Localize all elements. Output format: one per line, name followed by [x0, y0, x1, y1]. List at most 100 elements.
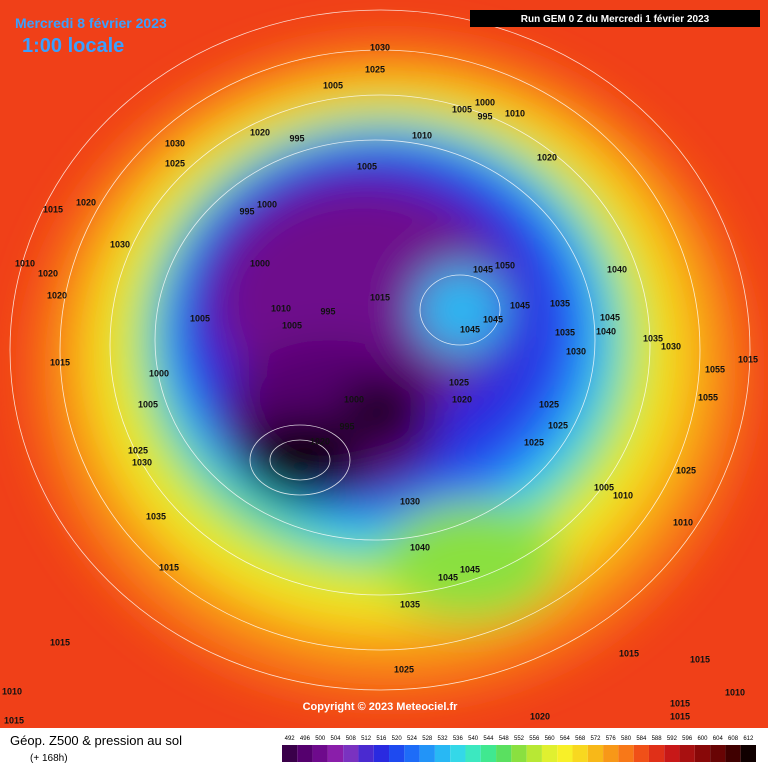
isobar-label: 1045 — [460, 564, 480, 574]
isobar-label: 1010 — [725, 687, 745, 697]
isobar-label: 1030 — [566, 346, 586, 356]
scale-swatch — [511, 745, 527, 762]
isobar-label: 1015 — [690, 654, 710, 664]
scale-label: 572 — [590, 736, 601, 742]
isobar-label: 1015 — [738, 354, 758, 364]
isobar-label: 1005 — [323, 80, 343, 90]
isobar-label: 1035 — [146, 511, 166, 521]
isobar-label: 1000 — [475, 97, 495, 107]
isobar-label: 1020 — [47, 290, 67, 300]
isobar-label: 1025 — [365, 64, 385, 74]
isobar-label: 1015 — [50, 637, 70, 647]
scale-label: 552 — [514, 736, 525, 742]
isobar-label: 1025 — [539, 399, 559, 409]
scale-label: 520 — [392, 736, 403, 742]
isobar-label: 1040 — [596, 326, 616, 336]
isobar-label: 1040 — [410, 542, 430, 552]
isobar-label: 1000 — [257, 199, 277, 209]
isobar-label: 995 — [239, 206, 254, 216]
isobar-label: 1025 — [676, 465, 696, 475]
isobar-label: 1010 — [15, 258, 35, 268]
scale-label: 604 — [713, 736, 724, 742]
run-label: Run GEM 0 Z du Mercredi 1 février 2023 — [521, 14, 710, 25]
isobar-label: 1005 — [357, 161, 377, 171]
scale-swatch — [282, 745, 298, 762]
isobar-label: 1010 — [2, 686, 22, 696]
scale-swatch — [725, 745, 741, 762]
scale-swatch — [664, 745, 680, 762]
scale-label: 580 — [621, 736, 632, 742]
scale-label: 532 — [438, 736, 449, 742]
scale-swatch — [480, 745, 497, 762]
scale-swatch — [450, 745, 466, 762]
scale-label: 596 — [682, 736, 693, 742]
scale-swatch — [358, 745, 374, 762]
color-scale: 492 496 500 504 508 512 516 520 524 528 532 536 540 5… — [282, 736, 756, 762]
isobar-label: 1025 — [449, 377, 469, 387]
scale-label: 568 — [575, 736, 586, 742]
isobar-label: 1030 — [370, 42, 390, 52]
scale-swatch — [633, 745, 649, 762]
scale-swatch — [465, 745, 481, 762]
scale-swatch — [312, 745, 328, 762]
isobar-label: 1020 — [452, 394, 472, 404]
legend-lead: (+ 168h) — [30, 753, 68, 764]
isobar-label: 1005 — [190, 313, 210, 323]
scale-swatch — [618, 745, 634, 762]
scale-swatch — [679, 745, 695, 762]
isobar-label: 995 — [289, 133, 304, 143]
scale-swatch — [572, 745, 588, 762]
scale-swatch — [404, 745, 420, 762]
scale-swatch — [740, 745, 756, 762]
isobar-label: 1045 — [600, 312, 620, 322]
scale-swatch — [389, 745, 405, 762]
isobar-label: 1015 — [670, 711, 690, 721]
isobar-label: 1010 — [673, 517, 693, 527]
scale-label: 556 — [529, 736, 540, 742]
isobar-label: 1055 — [698, 392, 718, 402]
scale-swatch — [541, 745, 558, 762]
isobar-label: 1040 — [607, 264, 627, 274]
scale-swatch — [434, 745, 451, 762]
scale-label: 548 — [499, 736, 510, 742]
scale-label: 608 — [728, 736, 739, 742]
isobar-label: 1015 — [50, 357, 70, 367]
scale-label: 612 — [743, 736, 754, 742]
scale-label: 544 — [483, 736, 494, 742]
isobar-label: 1010 — [412, 130, 432, 140]
scale-label: 516 — [376, 736, 387, 742]
scale-label: 536 — [453, 736, 464, 742]
scale-label: 504 — [331, 736, 342, 742]
field — [0, 0, 768, 728]
time: 1:00 locale — [22, 35, 124, 57]
scale-label: 592 — [667, 736, 678, 742]
scale-swatch — [419, 745, 435, 762]
isobar-label: 1000 — [149, 368, 169, 378]
isobar-label: 1015 — [619, 648, 639, 658]
isobar-label: 1035 — [400, 599, 420, 609]
isobar-label: 1035 — [643, 333, 663, 343]
scale-label: 524 — [407, 736, 418, 742]
scale-swatch — [587, 745, 604, 762]
scale-label: 528 — [422, 736, 433, 742]
isobar-label: 1000 — [250, 258, 270, 268]
isobar-label: 1035 — [550, 298, 570, 308]
isobar-label: 1020 — [530, 711, 550, 721]
isobar-label: 1050 — [495, 260, 515, 270]
isobar-label: 1015 — [4, 715, 24, 725]
isobar-label: 1000 — [344, 394, 364, 404]
isobar-label: 1035 — [555, 327, 575, 337]
isobar-label: 1015 — [370, 292, 390, 302]
scale-swatch — [557, 745, 573, 762]
scale-swatch — [603, 745, 619, 762]
scale-swatch — [297, 745, 313, 762]
isobar-label: 1030 — [132, 457, 152, 467]
scale-label: 512 — [361, 736, 372, 742]
isobar-label: 1005 — [452, 104, 472, 114]
isobar-label: 1025 — [524, 437, 544, 447]
isobar-label: 1010 — [271, 303, 291, 313]
scale-swatch — [710, 745, 726, 762]
scale-swatch — [694, 745, 711, 762]
isobar-label: 1020 — [537, 152, 557, 162]
